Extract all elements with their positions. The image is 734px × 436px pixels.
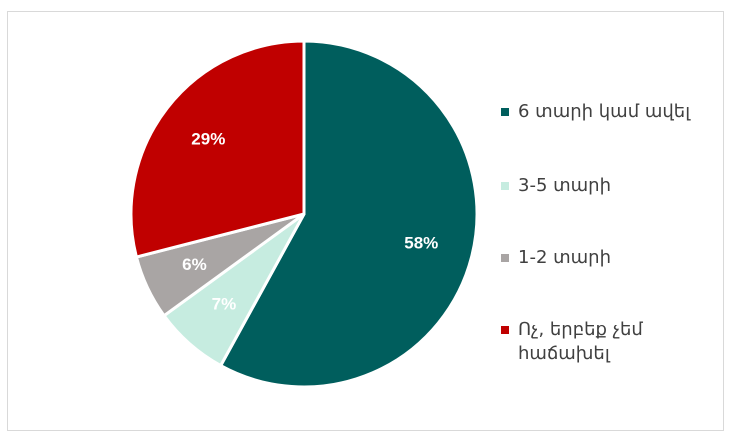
legend-item-3-5-years: 3-5 տարի: [501, 174, 698, 198]
legend-label: 3-5 տարի: [518, 175, 611, 196]
slice-value-label: 6%: [182, 255, 207, 274]
legend-item-never: Ոչ, երբեք չեմ հաճախել: [501, 318, 698, 366]
legend-swatch: [501, 254, 509, 262]
legend-swatch: [501, 182, 509, 190]
slice-value-label: 7%: [212, 294, 237, 313]
pie-slice: [129, 39, 306, 259]
slice-value-label: 58%: [404, 234, 438, 253]
legend-label: Ոչ, երբեք չեմ հաճախել: [518, 319, 643, 364]
legend-item-1-2-years: 1-2 տարի: [501, 246, 698, 270]
legend-item-6-plus-years: 6 տարի կամ ավել: [501, 100, 698, 124]
slice-value-label: 29%: [191, 129, 225, 148]
legend-label: 1-2 տարի: [518, 247, 611, 268]
legend-label: 6 տարի կամ ավել: [518, 101, 691, 122]
legend-swatch: [501, 326, 509, 334]
pie-slice: [219, 39, 479, 389]
pie-chart: 58% 7% 6% 29%: [129, 39, 479, 389]
chart-frame: 58% 7% 6% 29% 6 տարի կամ ավել 3-5 տարի 1-2 …: [7, 11, 724, 431]
legend-swatch: [501, 108, 509, 116]
